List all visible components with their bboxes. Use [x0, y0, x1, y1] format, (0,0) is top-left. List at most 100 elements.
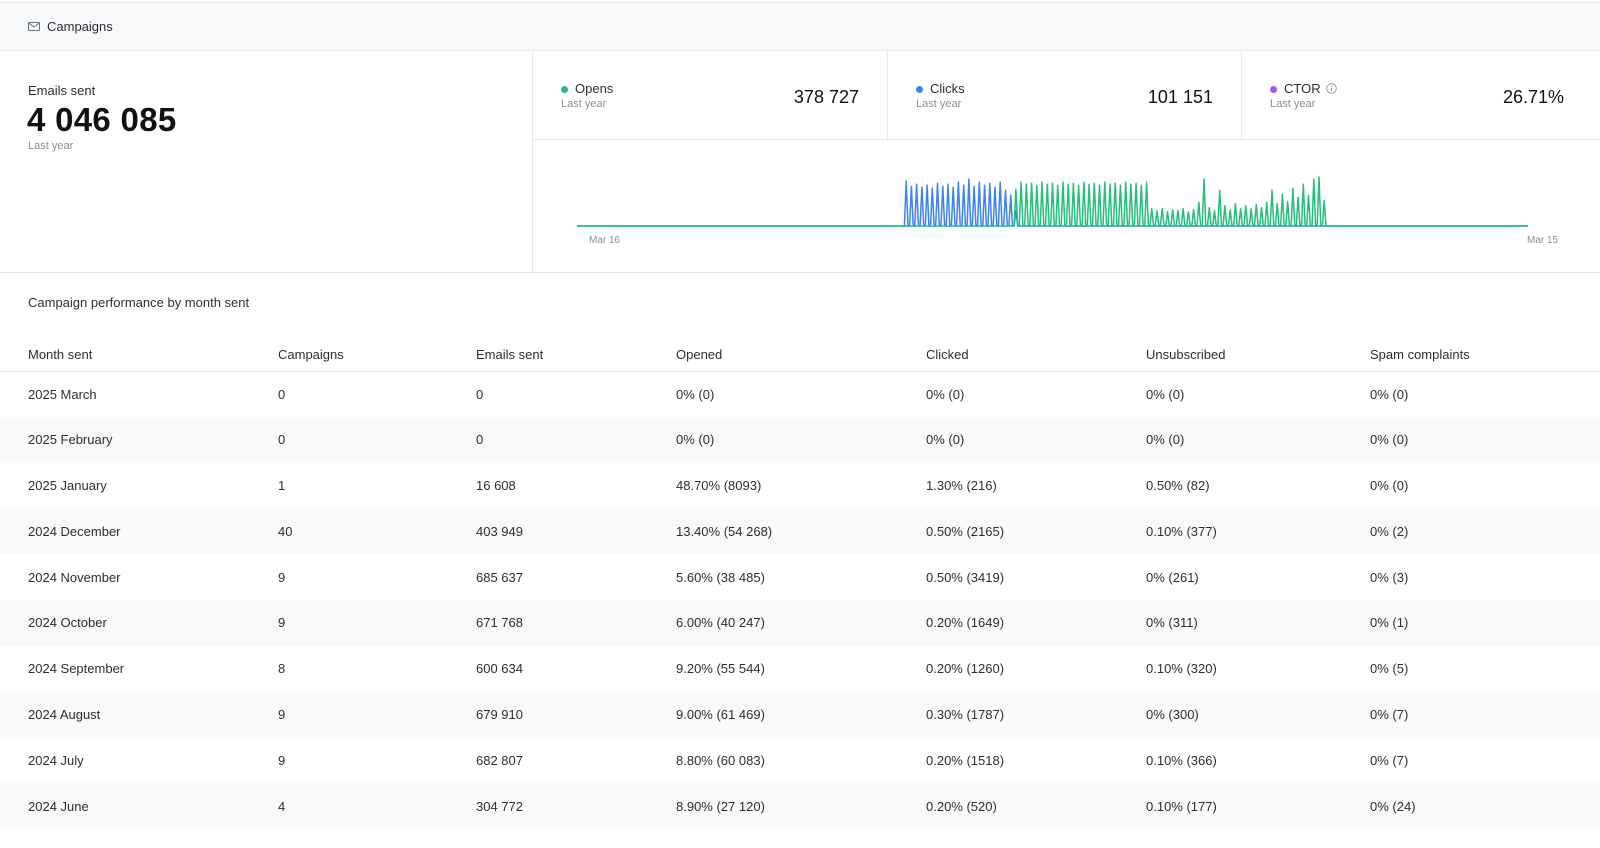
month-cell: 2025 March — [28, 386, 97, 402]
spam-cell: 0% (24) — [1370, 783, 1600, 829]
spam-cell: 0% (2) — [1370, 508, 1600, 555]
campaigns-cell: 1 — [278, 477, 286, 493]
opens-metric-card[interactable]: Opens Last year 378 727 — [533, 51, 888, 140]
emails-sent-period: Last year — [28, 140, 74, 152]
clicked-cell: 0% (0) — [926, 386, 965, 402]
campaigns-cell: 9 — [278, 691, 476, 738]
ctor-period: Last year — [1270, 98, 1316, 110]
unsubscribed-cell: 0% (0) — [1146, 416, 1370, 463]
ctor-legend-dot — [1270, 86, 1277, 93]
column-header-opened[interactable]: Opened — [676, 328, 926, 372]
opens-legend-dot — [561, 86, 568, 93]
clicked-cell: 1.30% (216) — [926, 477, 997, 493]
ctor-metric-card[interactable]: CTOR Last year 26.71% — [1242, 51, 1600, 140]
opens-label: Opens — [575, 81, 614, 96]
campaigns-cell: 4 — [278, 783, 476, 829]
table-row[interactable]: 2025 March 0 0 0% (0) 0% (0) 0% (0) 0% (0) — [0, 371, 1600, 417]
opened-cell: 5.60% (38 485) — [676, 569, 765, 585]
unsubscribed-cell: 0.10% (177) — [1146, 783, 1370, 829]
table-row[interactable]: 2025 January 1 16 608 48.70% (8093) 1.30% (2… — [0, 463, 1600, 509]
spam-cell: 0% (0) — [1370, 386, 1409, 402]
unsubscribed-cell: 0% (300) — [1146, 691, 1370, 738]
campaigns-cell: 0 — [278, 416, 476, 463]
column-header-clicked[interactable]: Clicked — [926, 328, 1146, 372]
emails-sent-cell: 600 634 — [476, 661, 523, 677]
column-header-campaigns[interactable]: Campaigns — [278, 328, 476, 372]
opened-cell: 0% (0) — [676, 416, 926, 463]
month-cell: 2025 January — [28, 477, 107, 493]
table-header-row: Month sent Campaigns Emails sent Opened … — [0, 328, 1600, 372]
campaigns-cell: 9 — [278, 599, 476, 646]
month-cell: 2024 August — [0, 691, 278, 738]
opened-cell: 48.70% (8093) — [676, 477, 762, 493]
table-row[interactable]: 2024 October 9 671 768 6.00% (40 247) 0.20% … — [0, 599, 1600, 646]
summary-section: Emails sent 4 046 085 Last year Opens La… — [0, 51, 1600, 273]
month-cell: 2025 February — [0, 416, 278, 463]
table-row[interactable]: 2024 August 9 679 910 9.00% (61 469) 0.30% (… — [0, 691, 1600, 738]
unsubscribed-cell: 0% (311) — [1146, 599, 1370, 646]
opens-period: Last year — [561, 98, 607, 110]
chart-svg — [577, 176, 1528, 227]
opened-cell: 9.20% (55 544) — [676, 661, 765, 677]
table-row[interactable]: 2024 September 8 600 634 9.20% (55 544) 0.20… — [0, 646, 1600, 692]
panel-header: Campaigns — [0, 3, 1600, 51]
table-row[interactable]: 2025 February 0 0 0% (0) 0% (0) 0% (0) 0% (0) — [0, 416, 1600, 463]
performance-table: Month sent Campaigns Emails sent Opened … — [0, 328, 1600, 829]
table-row[interactable]: 2024 June 4 304 772 8.90% (27 120) 0.20% (52… — [0, 783, 1600, 829]
clicks-label: Clicks — [930, 81, 965, 96]
column-header-spam[interactable]: Spam complaints — [1370, 328, 1600, 372]
emails-sent-cell: 671 768 — [476, 599, 676, 646]
emails-sent-cell: 682 807 — [476, 752, 523, 768]
clicks-legend-dot — [916, 86, 923, 93]
spam-cell: 0% (0) — [1370, 416, 1600, 463]
opened-cell: 0% (0) — [676, 386, 715, 402]
section-title: Campaign performance by month sent — [28, 295, 250, 310]
table-row[interactable]: 2024 December 40 403 949 13.40% (54 268) 0.5… — [0, 508, 1600, 555]
month-cell: 2024 December — [0, 508, 278, 555]
spam-cell: 0% (7) — [1370, 752, 1409, 768]
opened-cell: 13.40% (54 268) — [676, 508, 926, 555]
column-header-unsubscribed[interactable]: Unsubscribed — [1146, 328, 1370, 372]
clicks-period: Last year — [916, 98, 962, 110]
emails-sent-cell: 304 772 — [476, 783, 676, 829]
spam-cell: 0% (5) — [1370, 661, 1409, 677]
info-icon[interactable] — [1325, 83, 1337, 94]
opened-cell: 8.90% (27 120) — [676, 783, 926, 829]
spam-cell: 0% (7) — [1370, 691, 1600, 738]
ctor-label: CTOR — [1284, 81, 1321, 96]
emails-sent-card: Emails sent 4 046 085 Last year — [0, 51, 533, 273]
clicked-cell: 0.20% (520) — [926, 783, 1146, 829]
spam-cell: 0% (1) — [1370, 599, 1600, 646]
opened-cell: 9.00% (61 469) — [676, 691, 926, 738]
emails-sent-cell: 0 — [476, 386, 484, 402]
table-row[interactable]: 2024 November 9 685 637 5.60% (38 485) 0.50%… — [0, 554, 1600, 600]
opens-value: 378 727 — [793, 87, 859, 107]
clicked-cell: 0.30% (1787) — [926, 691, 1146, 738]
x-axis-start-label: Mar 16 — [589, 235, 621, 246]
clicks-metric-card[interactable]: Clicks Last year 101 151 — [888, 51, 1242, 140]
unsubscribed-cell: 0% (0) — [1146, 386, 1185, 402]
month-cell: 2024 June — [0, 783, 278, 829]
campaigns-cell: 9 — [278, 569, 286, 585]
clicked-cell: 0.50% (2165) — [926, 508, 1146, 555]
mail-icon — [28, 22, 40, 31]
performance-section: Campaign performance by month sent Month… — [0, 273, 1600, 848]
panel-title: Campaigns — [47, 19, 113, 34]
ctor-label-wrap: CTOR — [1284, 81, 1337, 96]
table-row[interactable]: 2024 July 9 682 807 8.80% (60 083) 0.20% (15… — [0, 737, 1600, 783]
unsubscribed-cell: 0.10% (377) — [1146, 508, 1370, 555]
campaigns-cell: 40 — [278, 508, 476, 555]
unsubscribed-cell: 0.10% (366) — [1146, 752, 1217, 768]
x-axis-end-label: Mar 15 — [1527, 235, 1559, 246]
column-header-month[interactable]: Month sent — [0, 328, 278, 372]
month-cell: 2024 November — [28, 569, 121, 585]
table-body: 2025 March 0 0 0% (0) 0% (0) 0% (0) 0% (0) 2025… — [0, 371, 1600, 829]
clicked-cell: 0.50% (3419) — [926, 569, 1005, 585]
emails-sent-cell: 16 608 — [476, 477, 516, 493]
month-cell: 2024 July — [28, 752, 84, 768]
unsubscribed-cell: 0.50% (82) — [1146, 477, 1210, 493]
campaigns-cell: 0 — [278, 386, 286, 402]
column-header-emails-sent[interactable]: Emails sent — [476, 328, 676, 372]
clicked-cell: 0.20% (1260) — [926, 661, 1005, 677]
emails-sent-cell: 679 910 — [476, 691, 676, 738]
